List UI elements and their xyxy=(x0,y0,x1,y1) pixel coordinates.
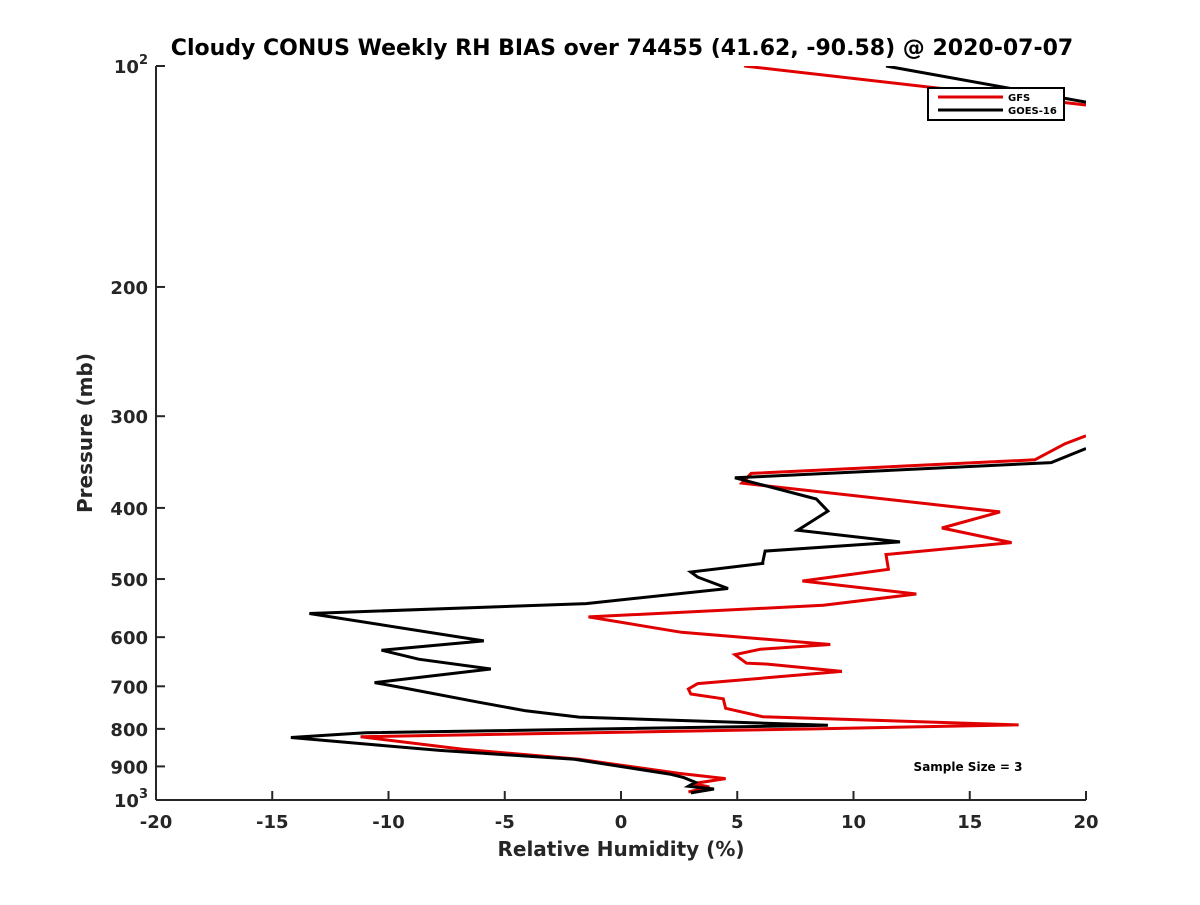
x-tick-label: 0 xyxy=(615,812,628,833)
y-tick-label: 500 xyxy=(110,570,148,591)
legend-label-goes-16: GOES-16 xyxy=(1008,106,1057,117)
y-tick-label: 600 xyxy=(110,628,148,649)
series-layer xyxy=(290,66,1086,795)
y-tick-label: 300 xyxy=(110,407,148,428)
axes-layer: -20 -15 -10 -5 0 5 10 15 20 102 200 300 400 500 600 700… xyxy=(110,53,1098,833)
sample-size-annotation: Sample Size = 3 xyxy=(914,760,1023,774)
x-tick-label: -5 xyxy=(495,812,515,833)
y-tick-label: 900 xyxy=(110,757,148,778)
legend-box xyxy=(927,87,1065,121)
x-tick-label: -20 xyxy=(140,812,173,833)
series-line-goes-16 xyxy=(290,447,1086,795)
y-tick-label: 700 xyxy=(110,677,148,698)
x-axis-label: Relative Humidity (%) xyxy=(497,837,744,861)
y-axis-label: Pressure (mb) xyxy=(73,353,97,513)
series-line-gfs xyxy=(360,434,1086,794)
chart-title: Cloudy CONUS Weekly RH BIAS over 74455 (… xyxy=(171,36,1073,61)
legend: GFS GOES-16 xyxy=(927,87,1065,121)
y-tick-label: 800 xyxy=(110,720,148,741)
x-tick-label: 15 xyxy=(957,812,982,833)
y-tick-label: 400 xyxy=(110,499,148,520)
y-tick-label: 200 xyxy=(110,278,148,299)
x-tick-label: -15 xyxy=(256,812,289,833)
x-tick-label: 5 xyxy=(731,812,744,833)
legend-label-gfs: GFS xyxy=(1008,93,1030,104)
x-tick-label: 20 xyxy=(1073,812,1098,833)
x-tick-label: 10 xyxy=(841,812,866,833)
x-tick-label: -10 xyxy=(372,812,405,833)
y-tick-label: 103 xyxy=(114,787,148,812)
y-tick-label: 102 xyxy=(114,53,148,78)
